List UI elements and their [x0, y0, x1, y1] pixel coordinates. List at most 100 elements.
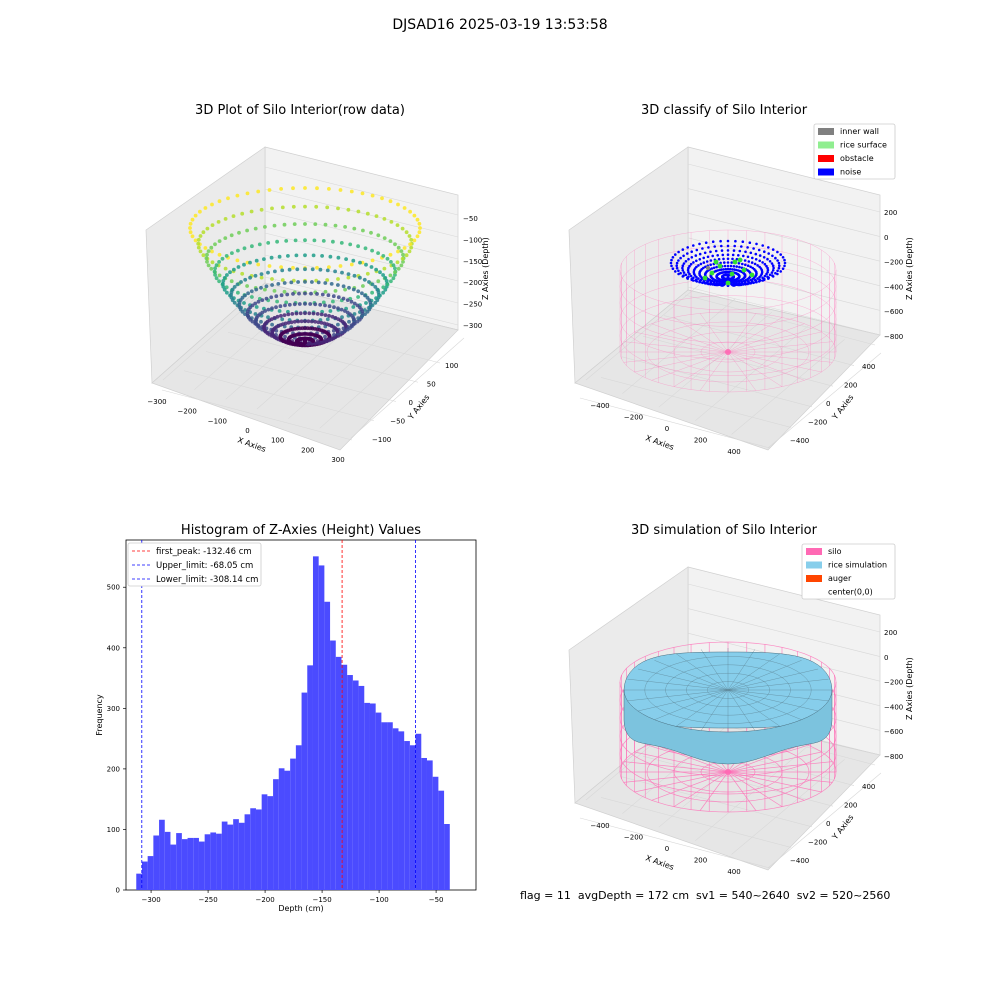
data-point	[254, 287, 259, 292]
noise-point	[711, 254, 714, 258]
data-point	[253, 226, 258, 231]
mesh-spoke	[727, 689, 756, 731]
data-point	[373, 285, 378, 289]
data-point	[239, 280, 243, 284]
data-point	[323, 303, 327, 308]
noise-point	[697, 277, 700, 280]
data-point	[412, 238, 417, 243]
noise-point	[761, 279, 764, 282]
status-footer: flag = 11 avgDepth = 172 cm sv1 = 540~26…	[520, 889, 891, 902]
data-point	[270, 306, 274, 311]
data-point	[389, 220, 394, 224]
data-point	[216, 220, 221, 224]
data-point	[267, 188, 272, 192]
noise-point	[754, 258, 758, 261]
data-point	[210, 260, 215, 265]
data-point	[282, 281, 287, 285]
data-point	[349, 189, 354, 194]
noise-point	[699, 262, 703, 266]
data-point	[290, 312, 295, 316]
mesh-spoke	[700, 689, 729, 731]
tick-labels: −400 −200 0 200 400 −400 −200 0 200 400 200 0 −200 −4…	[590, 209, 903, 456]
data-point	[279, 265, 283, 269]
x-tick-label: 0	[245, 427, 249, 435]
data-point	[217, 279, 222, 284]
data-point	[382, 266, 387, 271]
data-point	[196, 245, 201, 250]
legend-label: Lower_limit: -308.14 cm	[156, 575, 258, 585]
data-point	[356, 295, 360, 299]
noise-point	[697, 264, 700, 267]
data-point	[266, 270, 270, 275]
noise-point	[768, 273, 772, 277]
data-point	[225, 290, 229, 295]
data-point	[374, 214, 379, 219]
silo-spoke	[727, 351, 822, 373]
noise-point	[694, 254, 698, 257]
grid-line	[687, 237, 881, 287]
noise-point	[692, 261, 695, 264]
data-point	[256, 299, 261, 304]
noise-point	[684, 273, 688, 277]
noise-point	[714, 249, 718, 253]
data-point	[188, 226, 192, 230]
data-point	[369, 230, 373, 235]
data-point	[323, 334, 327, 339]
noise-point	[722, 268, 725, 271]
data-point	[303, 319, 307, 324]
noise-point	[687, 266, 690, 270]
data-point	[190, 234, 195, 239]
data-point	[242, 246, 247, 251]
noise-point	[705, 260, 709, 263]
noise-point	[721, 253, 725, 257]
data-point	[363, 312, 367, 316]
data-point	[378, 293, 382, 298]
rice-surface-point	[725, 280, 731, 286]
noise-point	[686, 252, 689, 255]
noise-point	[707, 246, 710, 249]
y-tick-label: 100	[445, 362, 458, 370]
data-point	[286, 254, 290, 258]
histogram-bar	[244, 814, 251, 890]
noise-point	[679, 256, 682, 260]
silo-spoke	[727, 351, 833, 363]
noise-point	[774, 271, 777, 275]
data-point	[370, 193, 375, 198]
data-point	[343, 324, 348, 328]
noise-point	[732, 249, 736, 252]
data-point	[240, 271, 245, 276]
data-point	[404, 253, 409, 258]
data-point	[259, 207, 264, 212]
data-point	[257, 242, 262, 247]
histogram-bar	[193, 837, 199, 890]
data-point	[343, 225, 347, 229]
legend-swatch	[818, 128, 834, 135]
data-point	[349, 299, 354, 304]
rice-surface-point	[729, 271, 735, 277]
histogram-bar	[227, 824, 234, 890]
data-point	[346, 275, 351, 280]
noise-point	[744, 283, 747, 286]
z-tick-label: 0	[884, 234, 888, 242]
data-point	[417, 230, 422, 235]
noise-point	[712, 266, 716, 270]
data-point	[299, 319, 304, 324]
data-point	[326, 293, 331, 298]
x-tick-label: −300	[141, 896, 160, 904]
data-point	[327, 334, 332, 338]
noise-point	[702, 261, 706, 264]
data-point	[404, 230, 409, 235]
data-point	[217, 260, 222, 264]
noise-point	[681, 248, 685, 251]
data-point	[364, 262, 368, 267]
data-point	[250, 303, 255, 308]
data-point	[291, 265, 295, 270]
noise-point	[763, 274, 767, 278]
noise-point	[783, 258, 786, 262]
z-tick-label: −400	[884, 703, 903, 711]
noise-point	[746, 282, 749, 286]
noise-point	[702, 256, 705, 260]
z-tick-label: −600	[884, 728, 903, 736]
data-point	[374, 296, 378, 300]
